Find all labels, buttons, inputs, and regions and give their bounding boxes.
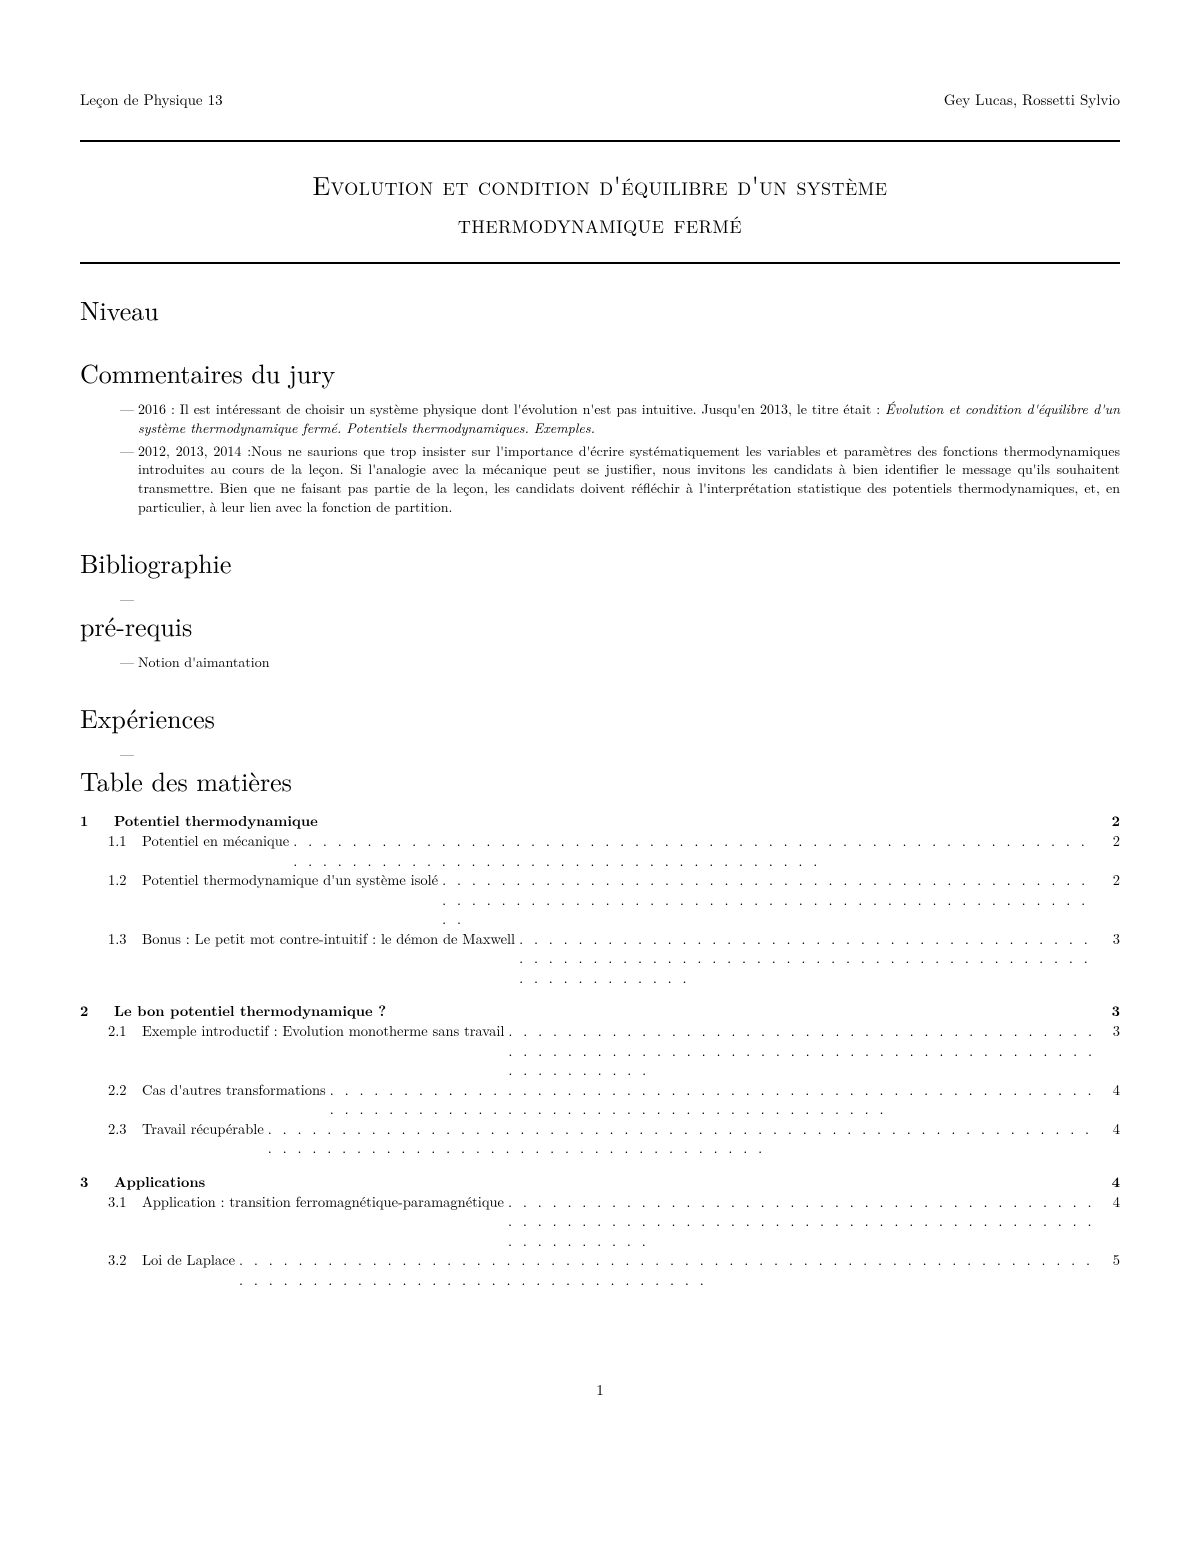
toc-leader-dots: [326, 1081, 1102, 1120]
toc-leader-dots: [318, 812, 1102, 832]
section-toc: Table des matières: [80, 763, 1120, 798]
toc-label: Potentiel thermodynamique d'un système i…: [142, 871, 438, 930]
toc-label: Le bon potentiel thermodynamique ?: [114, 1002, 386, 1022]
toc-label: Bonus : Le petit mot contre-intuitif : l…: [142, 930, 515, 989]
section-bibliographie: Bibliographie: [80, 545, 1120, 580]
toc-number: 3.1: [108, 1193, 142, 1252]
toc-section: 1Potentiel thermodynamique 2: [80, 812, 1120, 832]
toc-label: Cas d'autres transformations: [142, 1081, 326, 1120]
toc-number: 2.2: [108, 1081, 142, 1120]
toc-label: Exemple introductif : Evolution monother…: [142, 1022, 504, 1081]
toc-leader-dots: [235, 1251, 1102, 1290]
toc-leader-dots: [205, 1173, 1102, 1193]
toc-section: 2Le bon potentiel thermodynamique ? 3: [80, 1002, 1120, 1022]
toc-subsection: 3.1Application : transition ferromagnéti…: [108, 1193, 1120, 1252]
toc-page: 2: [1102, 812, 1120, 832]
toc-page: 2: [1102, 832, 1120, 871]
toc-page: 3: [1102, 930, 1120, 989]
running-header: Leçon de Physique 13 Gey Lucas, Rossetti…: [80, 90, 1120, 110]
title-line-1: Evolution et condition d'équilibre d'un …: [313, 166, 888, 203]
toc-label: Travail récupérable: [142, 1120, 264, 1159]
toc-leader-dots: [504, 1193, 1102, 1252]
jury-item: 2016 : Il est intéressant de choisir un …: [120, 400, 1120, 438]
toc-leader-dots: [438, 871, 1102, 930]
section-prerequis: pré-requis: [80, 608, 1120, 643]
toc-page: 2: [1102, 871, 1120, 930]
toc-subsection: 1.2Potentiel thermodynamique d'un systèm…: [108, 871, 1120, 930]
section-niveau: Niveau: [80, 292, 1120, 327]
toc-label: Potentiel en mécanique: [142, 832, 289, 871]
prerequis-list: Notion d'aimantation: [80, 653, 1120, 672]
jury-item: 2012, 2013, 2014 :Nous ne saurions que t…: [120, 442, 1120, 518]
toc-label: Potentiel thermodynamique: [114, 812, 318, 832]
section-commentaires: Commentaires du jury: [80, 355, 1120, 390]
toc-number: 1.3: [108, 930, 142, 989]
toc-page: 4: [1102, 1120, 1120, 1159]
toc-leader-dots: [264, 1120, 1102, 1159]
toc-page: 4: [1102, 1173, 1120, 1193]
toc-subsection: 1.3Bonus : Le petit mot contre-intuitif …: [108, 930, 1120, 989]
toc-leader-dots: [504, 1022, 1102, 1081]
toc-page: 4: [1102, 1081, 1120, 1120]
toc-subsection: 1.1Potentiel en mécanique 2: [108, 832, 1120, 871]
prerequis-item: Notion d'aimantation: [120, 653, 1120, 672]
toc-subsection: 3.2Loi de Laplace 5: [108, 1251, 1120, 1290]
toc-number: 2: [80, 1002, 114, 1022]
title-line-2: thermodynamique fermé: [458, 204, 742, 241]
toc-page: 4: [1102, 1193, 1120, 1252]
header-left: Leçon de Physique 13: [80, 90, 223, 110]
section-experiences: Expériences: [80, 700, 1120, 735]
toc-number: 3: [80, 1173, 114, 1193]
toc-number: 2.1: [108, 1022, 142, 1081]
title-rule-bottom: [80, 262, 1120, 264]
toc-subsection: 2.2Cas d'autres transformations 4: [108, 1081, 1120, 1120]
toc-label: Applications: [114, 1173, 205, 1193]
toc-number: 3.2: [108, 1251, 142, 1290]
toc-section: 3Applications 4: [80, 1173, 1120, 1193]
toc-page: 3: [1102, 1022, 1120, 1081]
toc-subsection: 2.3Travail récupérable 4: [108, 1120, 1120, 1159]
toc-number: 1.2: [108, 871, 142, 930]
toc-subsection: 2.1Exemple introductif : Evolution monot…: [108, 1022, 1120, 1081]
document-title: Evolution et condition d'équilibre d'un …: [80, 148, 1120, 255]
title-rule-top: [80, 140, 1120, 142]
toc-page: 5: [1102, 1251, 1120, 1290]
toc-label: Application : transition ferromagnétique…: [142, 1193, 504, 1252]
page-number: 1: [80, 1380, 1120, 1400]
toc-number: 1.1: [108, 832, 142, 871]
toc-leader-dots: [289, 832, 1102, 871]
jury-item-text: 2016 : Il est intéressant de choisir un …: [138, 399, 885, 419]
toc-label: Loi de Laplace: [142, 1251, 235, 1290]
toc-leader-dots: [386, 1002, 1102, 1022]
toc-number: 1: [80, 812, 114, 832]
table-of-contents: 1Potentiel thermodynamique21.1Potentiel …: [80, 812, 1120, 1290]
toc-page: 3: [1102, 1002, 1120, 1022]
toc-leader-dots: [515, 930, 1102, 989]
toc-number: 2.3: [108, 1120, 142, 1159]
header-right: Gey Lucas, Rossetti Sylvio: [944, 90, 1120, 110]
jury-comments-list: 2016 : Il est intéressant de choisir un …: [80, 400, 1120, 517]
jury-item-text: 2012, 2013, 2014 :Nous ne saurions que t…: [138, 441, 1120, 518]
